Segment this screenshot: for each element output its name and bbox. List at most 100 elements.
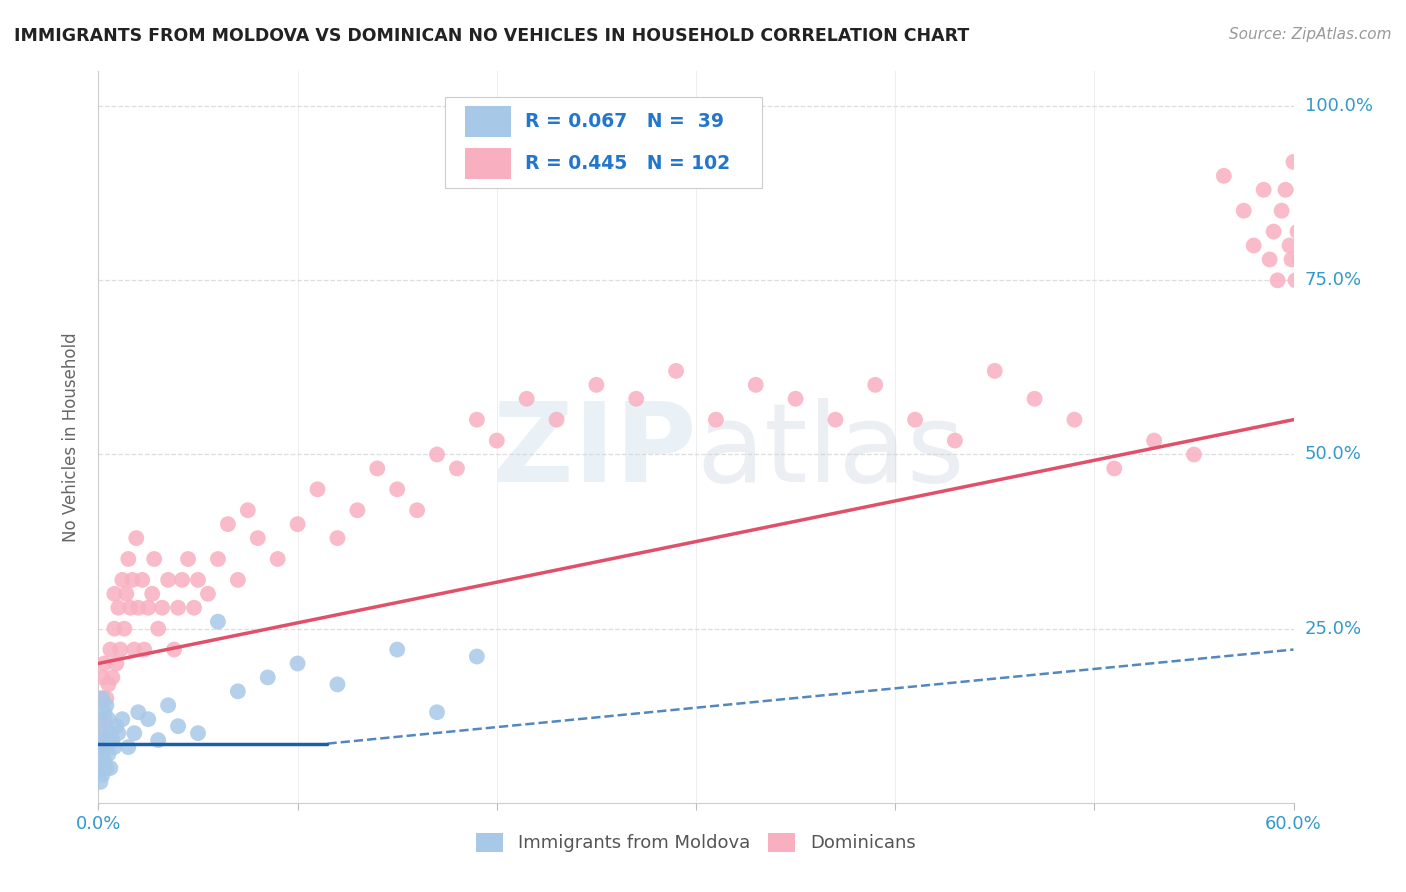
Point bbox=[93, 657, 115, 671]
Point bbox=[89, 712, 111, 726]
Point bbox=[107, 600, 129, 615]
Point bbox=[93, 754, 115, 768]
Point bbox=[136, 712, 159, 726]
FancyBboxPatch shape bbox=[446, 97, 762, 188]
Point bbox=[89, 740, 111, 755]
Point bbox=[101, 733, 124, 747]
Point bbox=[98, 642, 122, 657]
Point bbox=[110, 642, 132, 657]
Point bbox=[134, 642, 156, 657]
Point bbox=[136, 600, 159, 615]
Point bbox=[1305, 183, 1327, 197]
Point bbox=[117, 740, 139, 755]
Point bbox=[117, 552, 139, 566]
Point bbox=[287, 657, 309, 671]
Point bbox=[1315, 252, 1337, 267]
Point bbox=[366, 461, 388, 475]
Point bbox=[1291, 183, 1313, 197]
Point bbox=[1212, 169, 1234, 183]
Point bbox=[1104, 461, 1126, 475]
Point bbox=[148, 622, 170, 636]
Point bbox=[91, 726, 114, 740]
Point bbox=[1295, 238, 1317, 252]
Point bbox=[98, 726, 122, 740]
Point bbox=[97, 677, 120, 691]
Point bbox=[89, 775, 111, 789]
Point bbox=[96, 740, 118, 755]
Point bbox=[97, 712, 120, 726]
Text: 100.0%: 100.0% bbox=[1305, 97, 1372, 115]
Point bbox=[426, 705, 449, 719]
Point bbox=[287, 517, 309, 532]
Point bbox=[105, 657, 128, 671]
Point bbox=[167, 719, 190, 733]
Point bbox=[665, 364, 688, 378]
Point bbox=[385, 483, 409, 497]
Point bbox=[124, 726, 146, 740]
Point bbox=[426, 448, 449, 462]
Point bbox=[1312, 225, 1334, 239]
Point bbox=[485, 434, 508, 448]
Point bbox=[1284, 273, 1306, 287]
Point bbox=[446, 461, 468, 475]
Point bbox=[207, 615, 229, 629]
Point bbox=[824, 412, 846, 426]
Point bbox=[1286, 225, 1309, 239]
Point bbox=[385, 642, 409, 657]
Point bbox=[131, 573, 153, 587]
Point bbox=[124, 642, 146, 657]
Point bbox=[187, 726, 209, 740]
Point bbox=[546, 412, 568, 426]
Point bbox=[1271, 203, 1294, 218]
Point bbox=[96, 761, 118, 775]
Point bbox=[1310, 273, 1333, 287]
Point bbox=[1274, 183, 1296, 197]
Point bbox=[96, 698, 118, 713]
Point bbox=[267, 552, 290, 566]
Legend: Immigrants from Moldova, Dominicans: Immigrants from Moldova, Dominicans bbox=[470, 826, 922, 860]
Point bbox=[217, 517, 239, 532]
Point bbox=[89, 740, 111, 755]
Text: 25.0%: 25.0% bbox=[1305, 620, 1362, 638]
Point bbox=[1258, 252, 1281, 267]
Point bbox=[107, 726, 129, 740]
Point bbox=[1263, 225, 1285, 239]
Point bbox=[256, 670, 278, 684]
Point bbox=[177, 552, 200, 566]
Point bbox=[1288, 252, 1310, 267]
Point bbox=[326, 677, 349, 691]
Point bbox=[197, 587, 219, 601]
Point bbox=[93, 712, 115, 726]
Point bbox=[105, 719, 128, 733]
Point bbox=[89, 761, 111, 775]
Point bbox=[111, 712, 134, 726]
Point bbox=[115, 587, 138, 601]
Point bbox=[207, 552, 229, 566]
Point bbox=[1233, 203, 1256, 218]
Point bbox=[183, 600, 205, 615]
Point bbox=[143, 552, 166, 566]
Point bbox=[91, 726, 114, 740]
Point bbox=[125, 531, 148, 545]
Point bbox=[626, 392, 648, 406]
Point bbox=[226, 573, 249, 587]
Text: 75.0%: 75.0% bbox=[1305, 271, 1362, 289]
Point bbox=[89, 691, 111, 706]
Text: ZIP: ZIP bbox=[492, 398, 696, 505]
Point bbox=[943, 434, 966, 448]
Point bbox=[406, 503, 429, 517]
Point bbox=[745, 377, 768, 392]
Point bbox=[1182, 448, 1205, 462]
Point bbox=[157, 573, 180, 587]
Point bbox=[127, 600, 149, 615]
Point bbox=[127, 705, 149, 719]
Point bbox=[516, 392, 538, 406]
Point bbox=[1243, 238, 1265, 252]
Point bbox=[1301, 252, 1323, 267]
Point bbox=[103, 587, 125, 601]
Point bbox=[150, 600, 173, 615]
Point bbox=[101, 670, 124, 684]
Point bbox=[1298, 225, 1320, 239]
Point bbox=[1143, 434, 1166, 448]
Point bbox=[236, 503, 259, 517]
